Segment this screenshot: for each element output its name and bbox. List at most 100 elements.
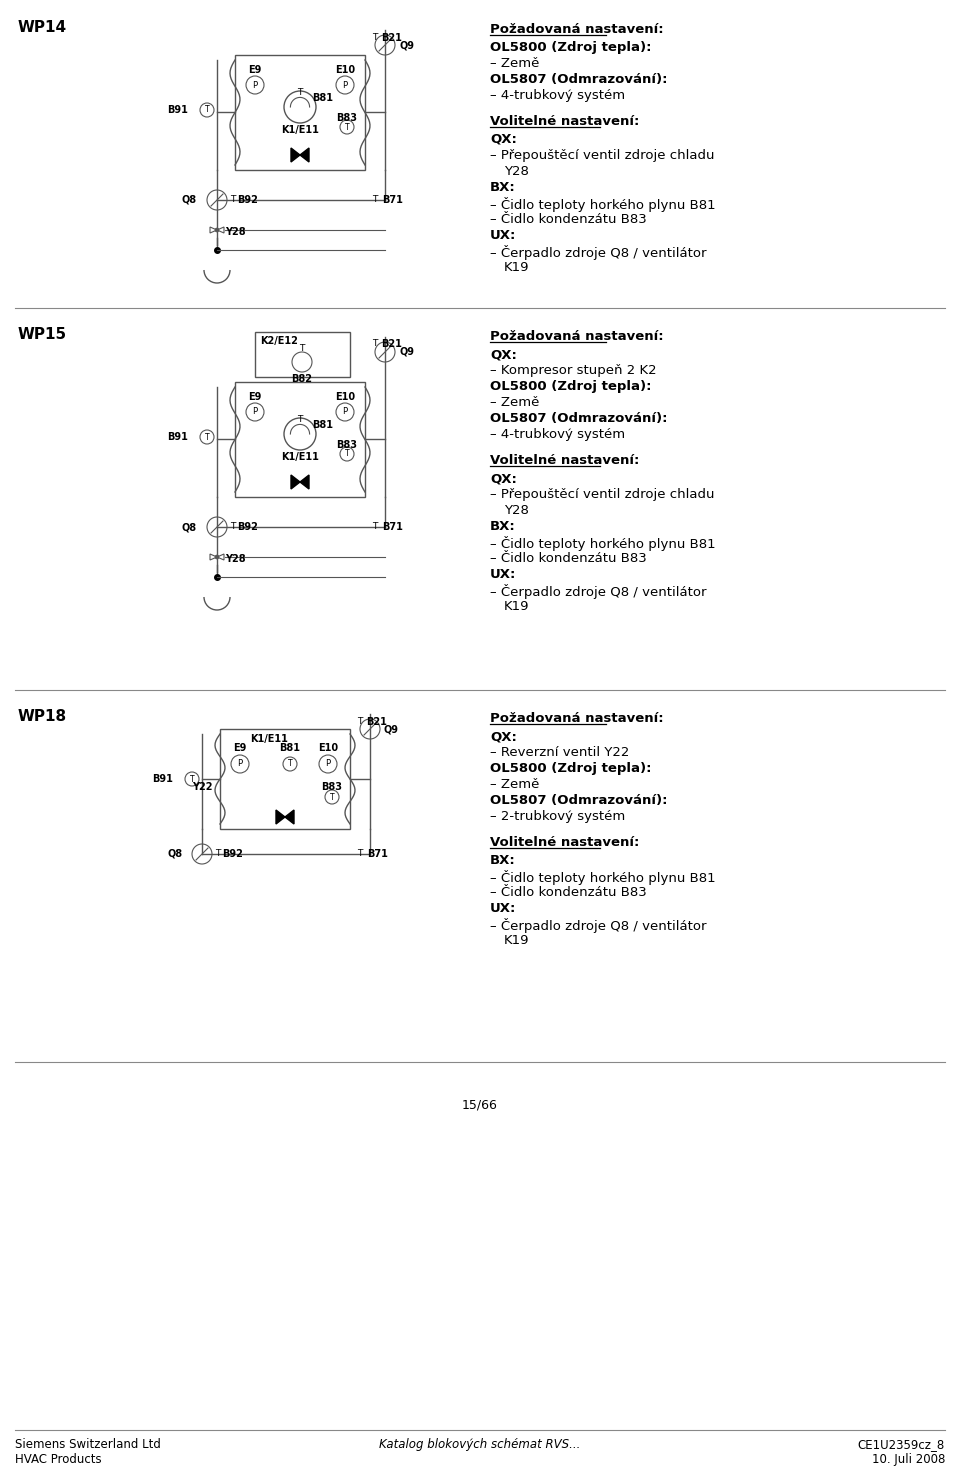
Text: B81: B81 [312, 420, 333, 431]
Text: B91: B91 [167, 105, 188, 115]
Text: B71: B71 [367, 850, 388, 858]
Text: P: P [252, 407, 257, 416]
Text: Volitelné nastavení:: Volitelné nastavení: [490, 115, 639, 128]
Text: B83: B83 [337, 114, 357, 122]
Text: OL5800 (Zdroj tepla):: OL5800 (Zdroj tepla): [490, 763, 652, 774]
Text: P: P [343, 81, 348, 90]
Text: Q8: Q8 [167, 850, 182, 858]
Text: 10. Juli 2008: 10. Juli 2008 [872, 1453, 945, 1466]
Text: T: T [298, 88, 302, 97]
Text: E10: E10 [318, 743, 338, 754]
Text: – Čidlo kondenzátu B83: – Čidlo kondenzátu B83 [490, 212, 647, 226]
Text: K1/E11: K1/E11 [281, 125, 319, 136]
Text: B71: B71 [382, 195, 403, 205]
Text: E10: E10 [335, 392, 355, 403]
Text: CE1U2359cz_8: CE1U2359cz_8 [857, 1438, 945, 1451]
Text: – Čerpadlo zdroje Q8 / ventilátor: – Čerpadlo zdroje Q8 / ventilátor [490, 584, 707, 599]
Text: B21: B21 [366, 717, 387, 727]
Text: Q9: Q9 [384, 724, 399, 735]
Text: Katalog blokových schémat RVS...: Katalog blokových schémat RVS... [379, 1438, 581, 1451]
Text: OL5807 (Odmrazování):: OL5807 (Odmrazování): [490, 412, 667, 425]
Polygon shape [285, 810, 294, 825]
Text: B82: B82 [292, 375, 313, 384]
Text: P: P [325, 760, 330, 768]
Text: Y28: Y28 [225, 227, 246, 237]
Text: T: T [215, 850, 221, 858]
Text: – Čidlo kondenzátu B83: – Čidlo kondenzátu B83 [490, 886, 647, 898]
Text: B92: B92 [237, 522, 258, 532]
Text: QX:: QX: [490, 348, 516, 361]
Circle shape [215, 229, 219, 232]
Text: Q9: Q9 [399, 40, 414, 50]
Text: HVAC Products: HVAC Products [15, 1453, 102, 1466]
Text: B81: B81 [279, 743, 300, 754]
Bar [235, 55, 365, 170]
Polygon shape [276, 810, 285, 825]
Text: E9: E9 [249, 65, 262, 75]
Text: Požadovaná nastavení:: Požadovaná nastavení: [490, 712, 663, 726]
Text: P: P [237, 760, 243, 768]
Text: K1/E11: K1/E11 [281, 451, 319, 462]
Text: – Země: – Země [490, 58, 540, 69]
Text: Y28: Y28 [504, 504, 529, 518]
Text: WP15: WP15 [18, 327, 67, 342]
Text: – Čidlo teploty horkého plynu B81: – Čidlo teploty horkého plynu B81 [490, 198, 715, 212]
Text: UX:: UX: [490, 229, 516, 242]
Text: T: T [190, 774, 194, 783]
Text: B92: B92 [237, 195, 258, 205]
Text: Q9: Q9 [399, 347, 414, 357]
Polygon shape [291, 475, 300, 490]
Text: Požadovaná nastavení:: Požadovaná nastavení: [490, 330, 663, 344]
Text: – Reverzní ventil Y22: – Reverzní ventil Y22 [490, 746, 630, 760]
Text: BX:: BX: [490, 521, 516, 532]
Text: B21: B21 [381, 32, 402, 43]
Text: – Čerpadlo zdroje Q8 / ventilátor: – Čerpadlo zdroje Q8 / ventilátor [490, 917, 707, 934]
Text: T: T [372, 522, 377, 531]
Text: – Země: – Země [490, 777, 540, 791]
Text: B83: B83 [337, 440, 357, 450]
Text: – 2-trubkový systém: – 2-trubkový systém [490, 810, 625, 823]
Polygon shape [300, 148, 309, 162]
Text: Požadovaná nastavení:: Požadovaná nastavení: [490, 24, 663, 35]
Text: T: T [329, 792, 334, 801]
Bar [220, 729, 350, 829]
Text: B71: B71 [382, 522, 403, 532]
Text: – Země: – Země [490, 395, 540, 409]
Circle shape [215, 555, 219, 559]
Text: T: T [356, 717, 362, 726]
Text: – Kompresor stupeň 2 K2: – Kompresor stupeň 2 K2 [490, 364, 657, 378]
Text: OL5807 (Odmrazování):: OL5807 (Odmrazování): [490, 794, 667, 807]
Text: – Čidlo teploty horkého plynu B81: – Čidlo teploty horkého plynu B81 [490, 535, 715, 552]
Text: – Přepouštěcí ventil zdroje chladu: – Přepouštěcí ventil zdroje chladu [490, 149, 714, 162]
Text: K2/E12: K2/E12 [260, 336, 298, 347]
Text: B83: B83 [322, 782, 343, 792]
Text: OL5800 (Zdroj tepla):: OL5800 (Zdroj tepla): [490, 41, 652, 55]
Text: B81: B81 [312, 93, 333, 103]
Text: QX:: QX: [490, 472, 516, 485]
Text: Volitelné nastavení:: Volitelné nastavení: [490, 836, 639, 850]
Text: Volitelné nastavení:: Volitelné nastavení: [490, 454, 639, 468]
Text: – 4-trubkový systém: – 4-trubkový systém [490, 428, 625, 441]
Text: Q8: Q8 [182, 195, 197, 205]
Text: E9: E9 [233, 743, 247, 754]
Text: P: P [252, 81, 257, 90]
Text: – Čidlo teploty horkého plynu B81: – Čidlo teploty horkého plynu B81 [490, 870, 715, 885]
Text: T: T [345, 450, 349, 459]
Text: T: T [372, 32, 377, 41]
Polygon shape [291, 148, 300, 162]
Text: T: T [372, 339, 377, 348]
Text: T: T [204, 106, 209, 115]
Text: K19: K19 [504, 600, 530, 614]
Text: Y28: Y28 [504, 165, 529, 178]
Text: Q8: Q8 [182, 522, 197, 532]
Text: QX:: QX: [490, 133, 516, 146]
Text: – 4-trubkový systém: – 4-trubkový systém [490, 88, 625, 102]
Text: K19: K19 [504, 261, 530, 274]
Text: T: T [230, 195, 235, 204]
Text: WP18: WP18 [18, 709, 67, 724]
Text: B91: B91 [167, 432, 188, 442]
Text: – Čerpadlo zdroje Q8 / ventilátor: – Čerpadlo zdroje Q8 / ventilátor [490, 245, 707, 260]
Text: T: T [356, 850, 362, 858]
Bar [255, 332, 350, 378]
Text: P: P [343, 407, 348, 416]
